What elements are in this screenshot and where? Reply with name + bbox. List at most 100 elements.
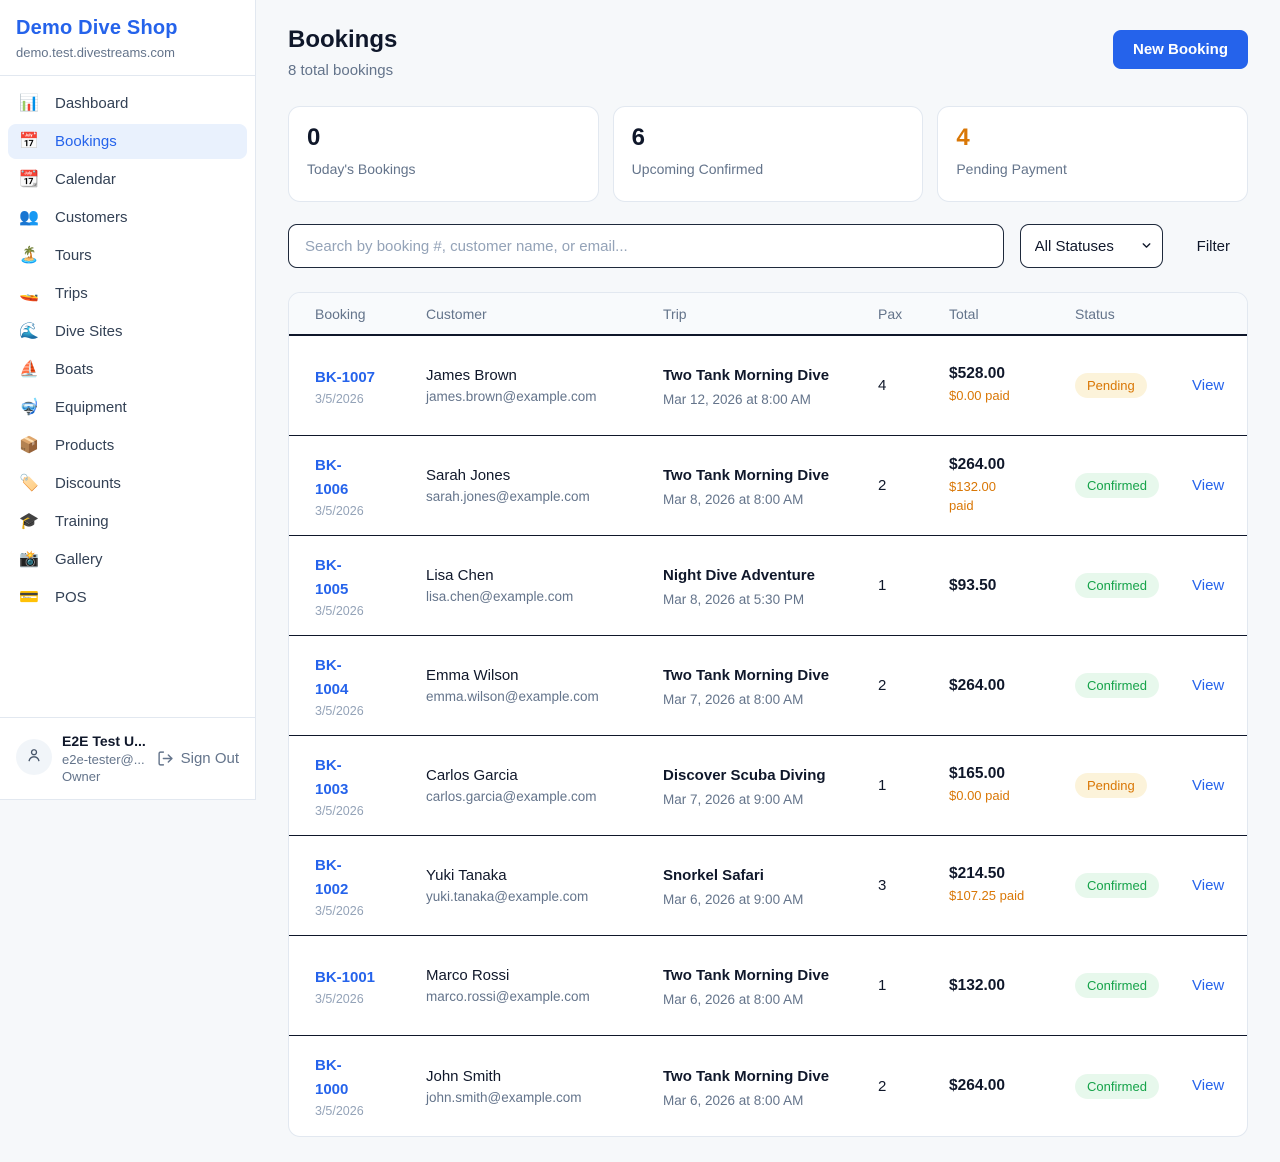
tear-off-calendar-icon: 📆 xyxy=(19,170,39,188)
status-badge: Confirmed xyxy=(1075,973,1159,998)
diving-mask-icon: 🤿 xyxy=(19,398,39,416)
view-link[interactable]: View xyxy=(1192,776,1225,794)
island-icon: 🏝️ xyxy=(19,246,39,264)
column-header-trip: Trip xyxy=(663,305,687,322)
view-link[interactable]: View xyxy=(1192,476,1225,494)
total-amount: $264.00 xyxy=(949,455,1006,473)
customer-email: emma.wilson@example.com xyxy=(426,689,599,704)
user-name: E2E Test U... xyxy=(62,733,146,749)
column-header-status: Status xyxy=(1075,305,1115,322)
sign-out-label: Sign Out xyxy=(180,750,239,767)
trip-datetime: Mar 8, 2026 at 5:30 PM xyxy=(663,592,805,607)
sidebar-nav: 📊 Dashboard 📅 Bookings 📆 Calendar 👥 Cust… xyxy=(0,76,255,624)
package-icon: 📦 xyxy=(19,436,39,454)
pax-count: 1 xyxy=(878,777,887,794)
sidebar-item-label: Dive Sites xyxy=(55,323,123,340)
table-row: BK- 1006 3/5/2026 Sarah Jones sarah.jone… xyxy=(289,436,1247,536)
booking-id-link[interactable]: BK- 1006 xyxy=(315,456,349,498)
stat-value: 0 xyxy=(307,124,321,151)
filter-button[interactable]: Filter xyxy=(1163,238,1248,255)
sidebar-item-dashboard[interactable]: 📊 Dashboard xyxy=(8,86,247,121)
customer-email: john.smith@example.com xyxy=(426,1089,582,1105)
customer-name: Emma Wilson xyxy=(426,667,519,684)
trip-name: Two Tank Morning Dive xyxy=(663,467,830,484)
sidebar-item-products[interactable]: 📦 Products xyxy=(8,428,247,463)
view-link[interactable]: View xyxy=(1192,876,1225,894)
status-badge: Pending xyxy=(1075,373,1147,398)
view-link[interactable]: View xyxy=(1192,576,1225,594)
stat-label: Today's Bookings xyxy=(307,161,416,177)
sidebar-item-pos[interactable]: 💳 POS xyxy=(8,580,247,615)
booking-id-link[interactable]: BK- 1005 xyxy=(315,556,349,598)
view-link[interactable]: View xyxy=(1192,676,1225,694)
paid-amount: $107.25 paid xyxy=(949,888,1025,904)
booking-date: 3/5/2026 xyxy=(315,603,364,618)
sidebar-item-equipment[interactable]: 🤿 Equipment xyxy=(8,390,247,425)
new-booking-button[interactable]: New Booking xyxy=(1112,30,1248,69)
trip-datetime: Mar 7, 2026 at 9:00 AM xyxy=(663,792,804,807)
sidebar-item-gallery[interactable]: 📸 Gallery xyxy=(8,542,247,577)
bookings-table: Booking Customer Trip Pax Total Status B… xyxy=(288,292,1248,1137)
page-subtitle: 8 total bookings xyxy=(288,62,394,79)
user-info: E2E Test U... e2e-tester@... Owner xyxy=(62,733,146,784)
booking-date: 3/5/2026 xyxy=(315,703,364,718)
status-select[interactable]: All Statuses xyxy=(1019,224,1163,268)
customer-name: Lisa Chen xyxy=(426,567,494,584)
booking-date: 3/5/2026 xyxy=(315,803,364,818)
sidebar-item-label: Calendar xyxy=(55,171,116,188)
customer-email: yuki.tanaka@example.com xyxy=(426,889,589,904)
sidebar-item-discounts[interactable]: 🏷️ Discounts xyxy=(8,466,247,501)
booking-id-link[interactable]: BK- 1000 xyxy=(315,1057,349,1098)
table-row: BK-1007 3/5/2026 James Brown james.brown… xyxy=(289,336,1247,436)
filter-row: All Statuses Filter xyxy=(288,224,1248,268)
bar-chart-icon: 📊 xyxy=(19,94,39,112)
sidebar-item-label: Bookings xyxy=(55,133,117,150)
sidebar-item-customers[interactable]: 👥 Customers xyxy=(8,200,247,235)
sailboat-icon: ⛵ xyxy=(19,360,39,378)
booking-id-link[interactable]: BK- 1002 xyxy=(315,856,349,898)
sidebar-item-bookings[interactable]: 📅 Bookings xyxy=(8,124,247,159)
calendar-icon: 📅 xyxy=(19,132,39,150)
trip-datetime: Mar 6, 2026 at 9:00 AM xyxy=(663,892,804,907)
sidebar-item-dive-sites[interactable]: 🌊 Dive Sites xyxy=(8,314,247,349)
stat-card: 6 Upcoming Confirmed xyxy=(612,106,924,202)
booking-id-link[interactable]: BK-1001 xyxy=(315,968,376,986)
sidebar-item-label: Boats xyxy=(55,361,94,378)
view-link[interactable]: View xyxy=(1192,1077,1225,1094)
page-title: Bookings xyxy=(288,26,398,53)
view-link[interactable]: View xyxy=(1192,976,1225,994)
main-content: Bookings 8 total bookings New Booking 0 … xyxy=(256,0,1280,1162)
trip-datetime: Mar 8, 2026 at 8:00 AM xyxy=(663,492,804,507)
people-icon: 👥 xyxy=(19,208,39,226)
trip-datetime: Mar 7, 2026 at 8:00 AM xyxy=(663,692,804,707)
sidebar-item-calendar[interactable]: 📆 Calendar xyxy=(8,162,247,197)
view-link[interactable]: View xyxy=(1192,376,1225,394)
trip-datetime: Mar 6, 2026 at 8:00 AM xyxy=(663,992,804,1007)
sidebar-item-label: Equipment xyxy=(55,399,127,416)
booking-id-link[interactable]: BK- 1004 xyxy=(315,656,349,698)
customer-name: Yuki Tanaka xyxy=(426,867,507,884)
sign-out-button[interactable]: Sign Out xyxy=(157,750,239,767)
trip-name: Snorkel Safari xyxy=(663,867,764,884)
sidebar-item-trips[interactable]: 🚤 Trips xyxy=(8,276,247,311)
search-input[interactable] xyxy=(288,224,1004,268)
trip-datetime: Mar 6, 2026 at 8:00 AM xyxy=(663,1092,804,1108)
user-email: e2e-tester@... xyxy=(62,752,145,767)
booking-id-link[interactable]: BK-1007 xyxy=(315,368,376,386)
sidebar: Demo Dive Shop demo.test.divestreams.com… xyxy=(0,0,256,800)
table-body: BK-1007 3/5/2026 James Brown james.brown… xyxy=(289,336,1247,1136)
table-row: BK- 1000 3/5/2026 John Smith john.smith@… xyxy=(289,1036,1247,1136)
sidebar-item-training[interactable]: 🎓 Training xyxy=(8,504,247,539)
avatar xyxy=(16,739,52,775)
sidebar-item-label: Discounts xyxy=(55,475,121,492)
customer-name: Sarah Jones xyxy=(426,467,511,484)
person-icon xyxy=(25,746,43,769)
sidebar-item-boats[interactable]: ⛵ Boats xyxy=(8,352,247,387)
booking-id-link[interactable]: BK- 1003 xyxy=(315,756,349,798)
customer-name: Marco Rossi xyxy=(426,967,510,984)
column-header-pax: Pax xyxy=(878,305,903,322)
label-tag-icon: 🏷️ xyxy=(19,474,39,492)
table-row: BK- 1002 3/5/2026 Yuki Tanaka yuki.tanak… xyxy=(289,836,1247,936)
sidebar-item-label: POS xyxy=(55,589,87,606)
sidebar-item-tours[interactable]: 🏝️ Tours xyxy=(8,238,247,273)
